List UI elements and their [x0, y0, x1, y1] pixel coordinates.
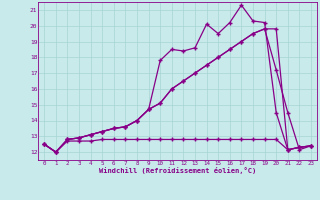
- X-axis label: Windchill (Refroidissement éolien,°C): Windchill (Refroidissement éolien,°C): [99, 167, 256, 174]
